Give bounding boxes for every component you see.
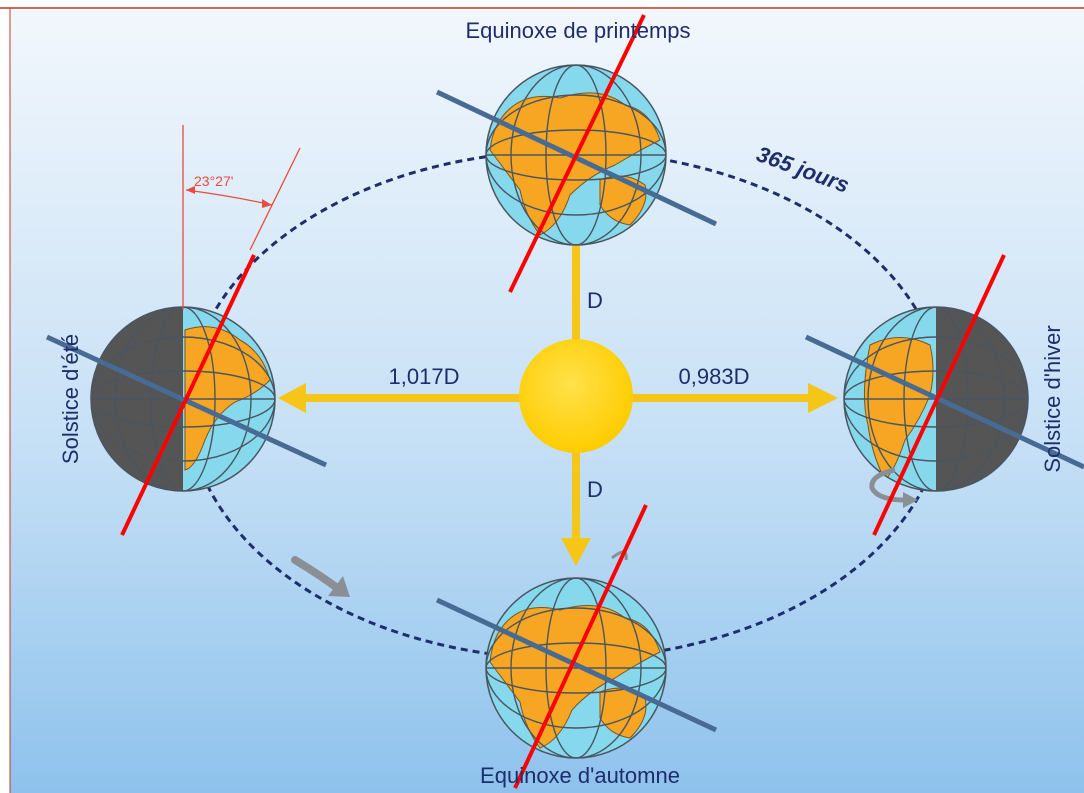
axis-line-winter	[872, 254, 1006, 536]
tilt-indicator	[182, 125, 301, 310]
axis-line-spring	[508, 14, 646, 293]
orbit-direction-arrowhead	[328, 576, 350, 597]
label-spring-equinox: Equinoxe de printemps	[465, 18, 690, 43]
axis-line-summer	[120, 254, 256, 536]
label-distance-bottom: D	[587, 477, 603, 502]
globe-spring-equinox	[485, 64, 667, 246]
label-distance-far: 1,017D	[389, 364, 460, 389]
arrow-right-head	[808, 383, 838, 413]
label-autumn-equinox: Equinoxe d'automne	[480, 763, 680, 788]
axis-line-autumn	[513, 504, 648, 789]
label-distance-top: D	[587, 288, 603, 313]
spin-arrowhead-right	[903, 492, 918, 508]
label-summer-solstice: Solstice d'été	[58, 334, 83, 464]
terminator-line-autumn	[435, 597, 718, 733]
sun	[519, 339, 633, 453]
label-axial-tilt: 23°27'	[194, 173, 233, 189]
globe-autumn-equinox	[485, 577, 667, 759]
tilted-reference-line	[249, 147, 301, 251]
arrow-left-head	[278, 383, 306, 413]
terminator-line-winter	[804, 334, 1084, 470]
tilt-arc-head-right	[262, 199, 272, 208]
arrow-down-head	[561, 538, 591, 566]
tilt-arc-head-left	[186, 186, 195, 194]
label-winter-solstice: Solstice d'hiver	[1040, 325, 1065, 472]
label-distance-near: 0,983D	[679, 364, 750, 389]
